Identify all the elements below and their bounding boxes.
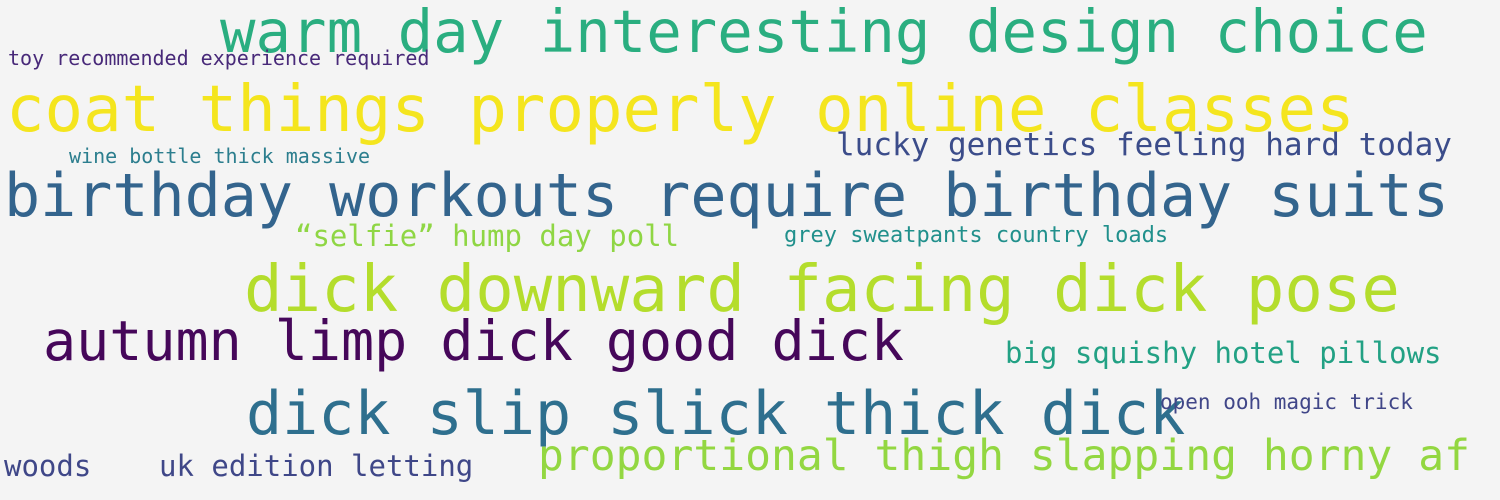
word-open-ooh-magic-trick: open ooh magic trick <box>1160 390 1413 414</box>
word-birthday-workouts-require-birthday-suits: birthday workouts require birthday suits <box>4 161 1449 231</box>
word-coat-things-properly-online-classes: coat things properly online classes <box>6 73 1355 147</box>
word-big-squishy-hotel-pillows: big squishy hotel pillows <box>1005 336 1442 370</box>
word-warm-day-interesting-design-choice: warm day interesting design choice <box>220 0 1428 66</box>
word-wine-bottle-thick-massive: wine bottle thick massive <box>69 144 371 168</box>
word-autumn-limp-dick-good-dick: autumn limp dick good dick <box>43 309 904 373</box>
word-grey-sweatpants-country-loads: grey sweatpants country loads <box>784 223 1169 248</box>
word-woods: woods <box>4 449 92 483</box>
word-dick-slip-slick-thick-dick: dick slip slick thick dick <box>246 379 1186 449</box>
word-uk-edition-letting: uk edition letting <box>159 449 474 483</box>
word-dick-downward-facing-dick-pose: dick downward facing dick pose <box>244 253 1400 327</box>
word-lucky-genetics-feeling-hard-today: lucky genetics feeling hard today <box>836 127 1452 163</box>
word-selfie-hump-day-poll: “selfie” hump day poll <box>295 219 680 253</box>
word-toy-recommended-experience-required: toy recommended experience required <box>8 46 430 70</box>
word-proportional-thigh-slapping-horny-af: proportional thigh slapping horny af <box>538 431 1470 481</box>
